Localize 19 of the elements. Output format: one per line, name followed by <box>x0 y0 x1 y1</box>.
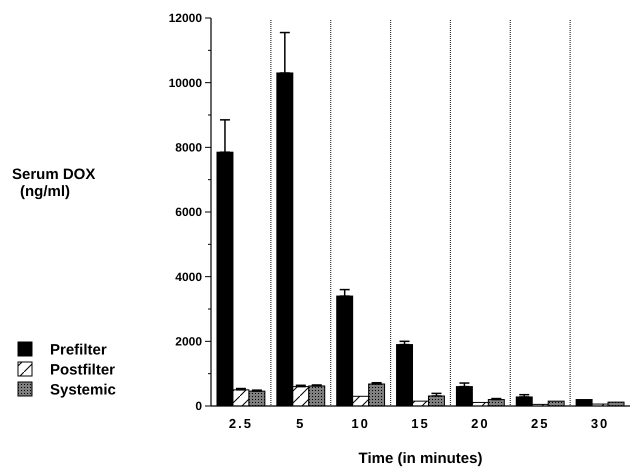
x-tick-label: 20 <box>471 416 490 431</box>
x-tick-label: 10 <box>351 416 370 431</box>
x-tick-label: 15 <box>411 416 430 431</box>
y-axis-title: Serum DOX (ng/ml) <box>12 166 96 200</box>
x-tick-label: 25 <box>530 416 550 431</box>
y-tick-label: 12000 <box>168 11 202 26</box>
x-tick-label: 30 <box>590 416 610 431</box>
y-tick-label: 0 <box>195 399 202 414</box>
legend-label: Prefilter <box>50 341 107 358</box>
y-tick-label: 8000 <box>175 140 202 155</box>
y-tick-label: 4000 <box>175 270 202 284</box>
x-axis-title: Time (in minutes) <box>358 450 482 467</box>
y-tick-label: 2000 <box>175 334 202 349</box>
x-tick-label: 2.5 <box>228 416 253 431</box>
legend-label: Systemic <box>50 381 116 398</box>
x-tick-label: 5 <box>296 416 306 431</box>
legend-label: Postfilter <box>50 361 116 378</box>
y-tick-label: 6000 <box>175 205 202 220</box>
y-tick-label: 10000 <box>168 76 202 90</box>
